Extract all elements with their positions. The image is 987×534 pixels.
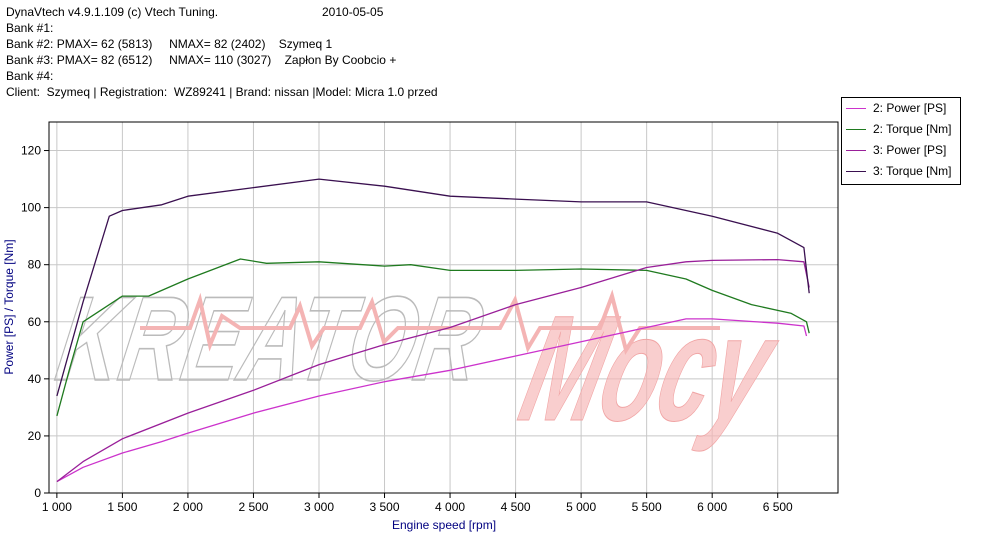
x-axis-label: Engine speed [rpm] bbox=[392, 518, 496, 532]
legend-item: 2: Torque [Nm] bbox=[846, 119, 958, 139]
x-tick-label: 1 000 bbox=[42, 500, 72, 514]
legend-swatch bbox=[846, 129, 866, 130]
x-tick-label: 4 000 bbox=[435, 500, 465, 514]
watermark-text-kreator: KREATOR bbox=[48, 272, 492, 406]
plot-frame bbox=[48, 121, 839, 494]
y-tick-label: 20 bbox=[28, 429, 42, 443]
x-tick-label: 2 500 bbox=[238, 500, 268, 514]
x-tick-label: 3 500 bbox=[370, 500, 400, 514]
legend-label: 2: Torque [Nm] bbox=[873, 122, 952, 136]
x-tick-label: 1 500 bbox=[107, 500, 137, 514]
y-tick-label: 100 bbox=[21, 201, 41, 215]
legend-item: 2: Power [PS] bbox=[846, 98, 958, 118]
y-tick-label: 0 bbox=[34, 486, 41, 500]
y-axis-label: Power [PS] / Torque [Nm] bbox=[2, 239, 16, 374]
header-bank-4: Bank #4: bbox=[6, 69, 54, 83]
plot-area bbox=[49, 122, 838, 493]
legend-label: 3: Torque [Nm] bbox=[873, 164, 952, 178]
watermark-text-mocy: Mocy bbox=[507, 285, 793, 452]
header-bank-1: Bank #1: bbox=[6, 21, 54, 35]
x-tick-label: 5 000 bbox=[566, 500, 596, 514]
legend-swatch bbox=[846, 171, 866, 172]
x-tick-label: 6 500 bbox=[763, 500, 793, 514]
series-lines bbox=[56, 178, 810, 483]
chart-grid bbox=[49, 122, 838, 494]
x-tick-label: 3 000 bbox=[304, 500, 334, 514]
y-tick-label: 60 bbox=[28, 315, 42, 329]
legend-swatch bbox=[846, 150, 866, 151]
legend-item: 3: Power [PS] bbox=[846, 140, 958, 160]
header-client-line: Client: Szymeq | Registration: WZ89241 |… bbox=[6, 85, 438, 99]
header-date: 2010-05-05 bbox=[322, 5, 384, 19]
y-tick-label: 80 bbox=[28, 258, 42, 272]
x-tick-label: 6 000 bbox=[697, 500, 727, 514]
y-tick-label: 40 bbox=[28, 372, 42, 386]
legend-swatch bbox=[846, 108, 866, 109]
x-tick-label: 5 500 bbox=[632, 500, 662, 514]
x-tick-label: 2 000 bbox=[173, 500, 203, 514]
chart-legend: 2: Power [PS] 2: Torque [Nm] 3: Power [P… bbox=[841, 97, 961, 185]
series-line-3 bbox=[56, 258, 810, 483]
y-tick-label: 120 bbox=[21, 144, 41, 158]
legend-label: 3: Power [PS] bbox=[873, 143, 947, 157]
legend-label: 2: Power [PS] bbox=[873, 101, 947, 115]
series-line-1 bbox=[56, 318, 808, 483]
chart-axes: 1 000 1 500 2 000 2 500 3 000 3 500 4 000 4 500… bbox=[21, 121, 839, 514]
watermark-pulse-line bbox=[140, 289, 720, 355]
header-bank-3: Bank #3: PMAX= 82 (6512) NMAX= 110 (3027… bbox=[6, 53, 397, 67]
legend-item: 3: Torque [Nm] bbox=[846, 161, 958, 181]
series-line-4 bbox=[56, 178, 810, 397]
x-tick-label: 4 500 bbox=[501, 500, 531, 514]
header-bank-2: Bank #2: PMAX= 62 (5813) NMAX= 82 (2402)… bbox=[6, 37, 333, 51]
header-app-line: DynaVtech v4.9.1.109 (c) Vtech Tuning. bbox=[6, 5, 219, 19]
series-line-2 bbox=[56, 258, 810, 417]
